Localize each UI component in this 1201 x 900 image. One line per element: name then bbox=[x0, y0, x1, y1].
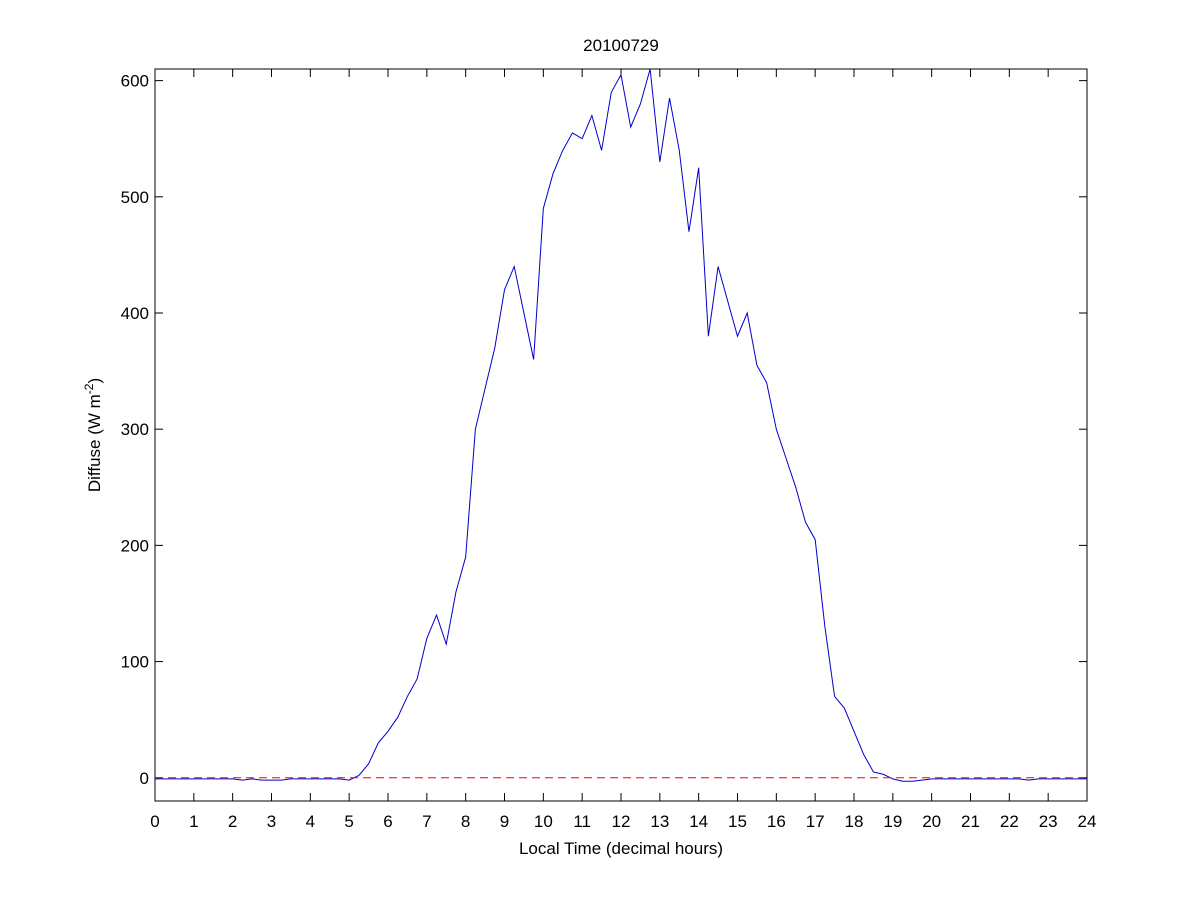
y-tick-label: 0 bbox=[140, 769, 149, 788]
x-tick-label: 8 bbox=[461, 812, 470, 831]
x-tick-label: 19 bbox=[883, 812, 902, 831]
plot-frame bbox=[154, 68, 1088, 802]
x-tick-label: 11 bbox=[573, 812, 591, 831]
x-tick-label: 1 bbox=[189, 812, 198, 831]
y-label-sup: -2 bbox=[82, 383, 96, 394]
y-tick-label: 100 bbox=[121, 653, 149, 672]
chart-title: 20100729 bbox=[583, 36, 659, 55]
y-tick-label: 400 bbox=[121, 304, 149, 323]
x-tick-label: 21 bbox=[961, 812, 980, 831]
y-tick-label: 500 bbox=[121, 188, 149, 207]
data-line bbox=[155, 68, 1087, 782]
x-tick-label: 22 bbox=[1000, 812, 1019, 831]
x-tick-label: 13 bbox=[650, 812, 669, 831]
x-tick-label: 14 bbox=[689, 812, 708, 831]
x-tick-label: 0 bbox=[150, 812, 159, 831]
x-tick-label: 16 bbox=[767, 812, 786, 831]
x-tick-label: 12 bbox=[612, 812, 631, 831]
y-label-text: Diffuse (W m bbox=[85, 394, 104, 492]
x-tick-label: 6 bbox=[383, 812, 392, 831]
x-tick-label: 17 bbox=[806, 812, 825, 831]
x-axis-label: Local Time (decimal hours) bbox=[519, 839, 723, 858]
x-tick-label: 7 bbox=[422, 812, 431, 831]
x-tick-label: 18 bbox=[845, 812, 864, 831]
x-tick-label: 9 bbox=[500, 812, 509, 831]
y-tick-label: 300 bbox=[121, 420, 149, 439]
x-tick-label: 23 bbox=[1039, 812, 1058, 831]
x-tick-label: 5 bbox=[344, 812, 353, 831]
x-tick-label: 24 bbox=[1078, 812, 1097, 831]
x-tick-label: 3 bbox=[267, 812, 276, 831]
y-tick-label: 200 bbox=[121, 536, 149, 555]
y-label-end: ) bbox=[85, 378, 104, 384]
y-axis-label: Diffuse (W m-2) bbox=[82, 378, 104, 492]
x-tick-label: 2 bbox=[228, 812, 237, 831]
x-tick-label: 15 bbox=[728, 812, 747, 831]
x-tick-label: 20 bbox=[922, 812, 941, 831]
y-tick-label: 600 bbox=[121, 72, 149, 91]
x-tick-label: 4 bbox=[306, 812, 315, 831]
x-tick-label: 10 bbox=[534, 812, 553, 831]
